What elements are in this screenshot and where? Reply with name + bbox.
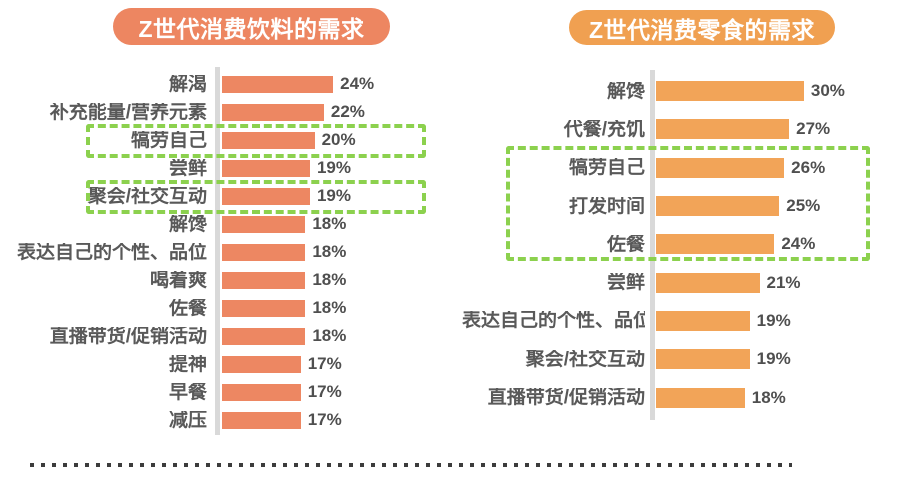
bar	[222, 411, 301, 429]
category-label: 解渴	[168, 74, 207, 94]
chart-row: 直播带货/促销活动 18%	[0, 322, 462, 350]
value-label: 18%	[312, 298, 347, 317]
bar	[222, 159, 310, 177]
chart-row: 补充能量/营养元素 22%	[0, 98, 462, 126]
chart-row: 表达自己的个性、品位 18%	[0, 238, 462, 266]
value-label: 25%	[786, 196, 821, 216]
value-label: 18%	[751, 387, 786, 407]
chart-row: 犒劳自己 26%	[462, 149, 924, 187]
category-label: 直播带货/促销活动	[49, 326, 207, 346]
chart-row: 佐餐 18%	[0, 294, 462, 322]
value-label: 18%	[312, 214, 347, 233]
value-label: 17%	[307, 354, 342, 373]
value-label: 21%	[766, 272, 801, 292]
category-label: 解馋	[606, 81, 645, 101]
category-label: 解馋	[168, 214, 207, 234]
chart-title: Z世代消费零食的需求	[569, 10, 835, 45]
bar	[656, 119, 790, 140]
chart-row: 解馋 18%	[0, 210, 462, 238]
bar	[222, 299, 306, 317]
value-label: 18%	[312, 270, 347, 289]
bar	[656, 387, 745, 408]
axis-line	[650, 70, 655, 420]
category-label: 直播带货/促销活动	[487, 388, 645, 408]
category-label: 减压	[168, 410, 207, 430]
value-label: 24%	[340, 74, 375, 93]
chart-row: 聚会/社交互动 19%	[462, 340, 924, 378]
value-label: 18%	[312, 242, 347, 261]
category-label: 佐餐	[606, 234, 645, 254]
snack-demand-chart: Z世代消费零食的需求 解馋 30% 代餐/充饥 27% 犒劳自己 26% 打发时间 25% 佐餐…	[462, 0, 924, 500]
value-label: 24%	[781, 234, 816, 254]
chart-row: 减压 17%	[0, 406, 462, 434]
category-label: 补充能量/营养元素	[49, 102, 207, 122]
bar	[222, 75, 334, 93]
bar	[222, 187, 310, 205]
bar-rows: 解馋 30% 代餐/充饥 27% 犒劳自己 26% 打发时间 25% 佐餐 24% 尝鲜 21% 表达自…	[462, 72, 924, 417]
chart-row: 尝鲜 19%	[0, 154, 462, 182]
category-label: 尝鲜	[168, 158, 207, 178]
value-label: 20%	[321, 130, 356, 149]
category-label: 表达自己的个性、品位	[462, 311, 645, 331]
chart-row: 打发时间 25%	[462, 187, 924, 225]
value-label: 18%	[312, 326, 347, 345]
category-label: 提神	[168, 354, 207, 374]
bar	[222, 131, 315, 149]
bar	[656, 349, 750, 370]
chart-row: 尝鲜 21%	[462, 263, 924, 301]
bar	[656, 81, 804, 102]
category-label: 早餐	[168, 382, 207, 402]
bar	[656, 272, 760, 293]
category-label: 尝鲜	[606, 273, 645, 293]
value-label: 19%	[316, 186, 351, 205]
bar	[656, 310, 750, 331]
source-dashed-line	[30, 463, 792, 467]
bar	[222, 271, 306, 289]
chart-row: 解渴 24%	[0, 70, 462, 98]
value-label: 19%	[316, 158, 351, 177]
bar-rows: 解渴 24% 补充能量/营养元素 22% 犒劳自己 20% 尝鲜 19% 聚会/社交互动 19% 解…	[0, 70, 462, 434]
beverage-demand-chart: Z世代消费饮料的需求 解渴 24% 补充能量/营养元素 22% 犒劳自己 20% 尝鲜 19%…	[0, 8, 462, 435]
bar	[222, 355, 301, 373]
category-label: 代餐/充饥	[563, 119, 645, 139]
bar	[656, 157, 785, 178]
bar	[222, 103, 324, 121]
value-label: 19%	[756, 349, 791, 369]
bar	[222, 243, 306, 261]
chart-row: 聚会/社交互动 19%	[0, 182, 462, 210]
chart-row: 表达自己的个性、品位 19%	[462, 302, 924, 340]
category-label: 表达自己的个性、品位	[16, 242, 207, 262]
chart-row: 喝着爽 18%	[0, 266, 462, 294]
value-label: 22%	[330, 102, 365, 121]
bar	[656, 234, 775, 255]
category-label: 聚会/社交互动	[87, 186, 207, 206]
chart-row: 提神 17%	[0, 350, 462, 378]
bar	[222, 327, 306, 345]
value-label: 26%	[791, 157, 826, 177]
chart-title: Z世代消费饮料的需求	[113, 8, 390, 45]
value-label: 17%	[307, 382, 342, 401]
chart-row: 早餐 17%	[0, 378, 462, 406]
category-label: 佐餐	[168, 298, 207, 318]
bar	[222, 383, 301, 401]
bar	[222, 215, 306, 233]
bar	[656, 196, 780, 217]
category-label: 犒劳自己	[568, 158, 645, 178]
axis-line	[215, 67, 220, 435]
value-label: 19%	[756, 310, 791, 330]
category-label: 犒劳自己	[130, 130, 207, 150]
category-label: 打发时间	[568, 196, 645, 216]
category-label: 聚会/社交互动	[525, 349, 645, 369]
chart-row: 犒劳自己 20%	[0, 126, 462, 154]
value-label: 27%	[796, 119, 831, 139]
chart-row: 佐餐 24%	[462, 225, 924, 263]
chart-row: 解馋 30%	[462, 72, 924, 110]
chart-row: 直播带货/促销活动 18%	[462, 378, 924, 416]
value-label: 17%	[307, 410, 342, 429]
category-label: 喝着爽	[149, 270, 207, 290]
chart-row: 代餐/充饥 27%	[462, 110, 924, 148]
value-label: 30%	[810, 81, 845, 101]
